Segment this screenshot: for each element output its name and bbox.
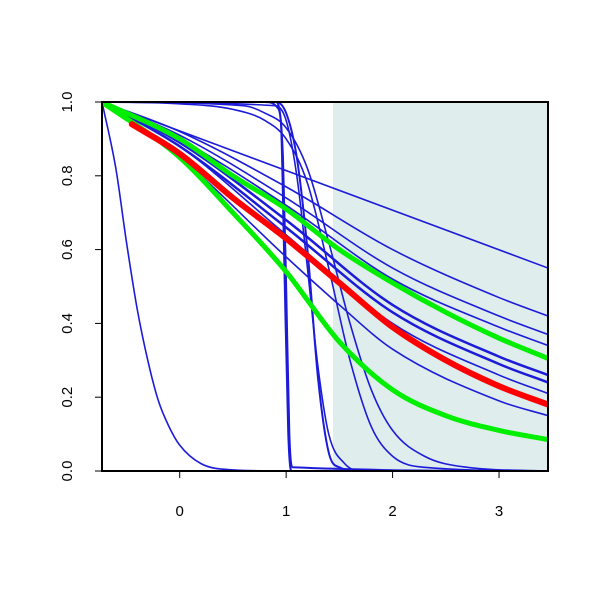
curve bbox=[102, 102, 548, 443]
x-tick-label: 3 bbox=[495, 503, 503, 520]
y-tick-label: 0.4 bbox=[59, 313, 76, 334]
plot-frame bbox=[101, 101, 549, 472]
curve bbox=[102, 102, 548, 471]
y-tick-label: 0.0 bbox=[59, 461, 76, 482]
curve bbox=[102, 102, 548, 377]
plot-area bbox=[102, 102, 548, 471]
curve bbox=[102, 102, 548, 361]
curve bbox=[102, 102, 548, 471]
y-tick-label: 0.2 bbox=[59, 387, 76, 408]
y-tick-label: 1.0 bbox=[59, 92, 76, 113]
x-tick-label: 0 bbox=[176, 503, 184, 520]
x-tick-label: 1 bbox=[282, 503, 290, 520]
x-tick-label: 2 bbox=[388, 503, 396, 520]
curve bbox=[102, 102, 548, 336]
curve bbox=[128, 121, 548, 408]
y-tick-label: 0.6 bbox=[59, 239, 76, 260]
curve bbox=[102, 102, 548, 317]
y-tick-label: 0.8 bbox=[59, 165, 76, 186]
